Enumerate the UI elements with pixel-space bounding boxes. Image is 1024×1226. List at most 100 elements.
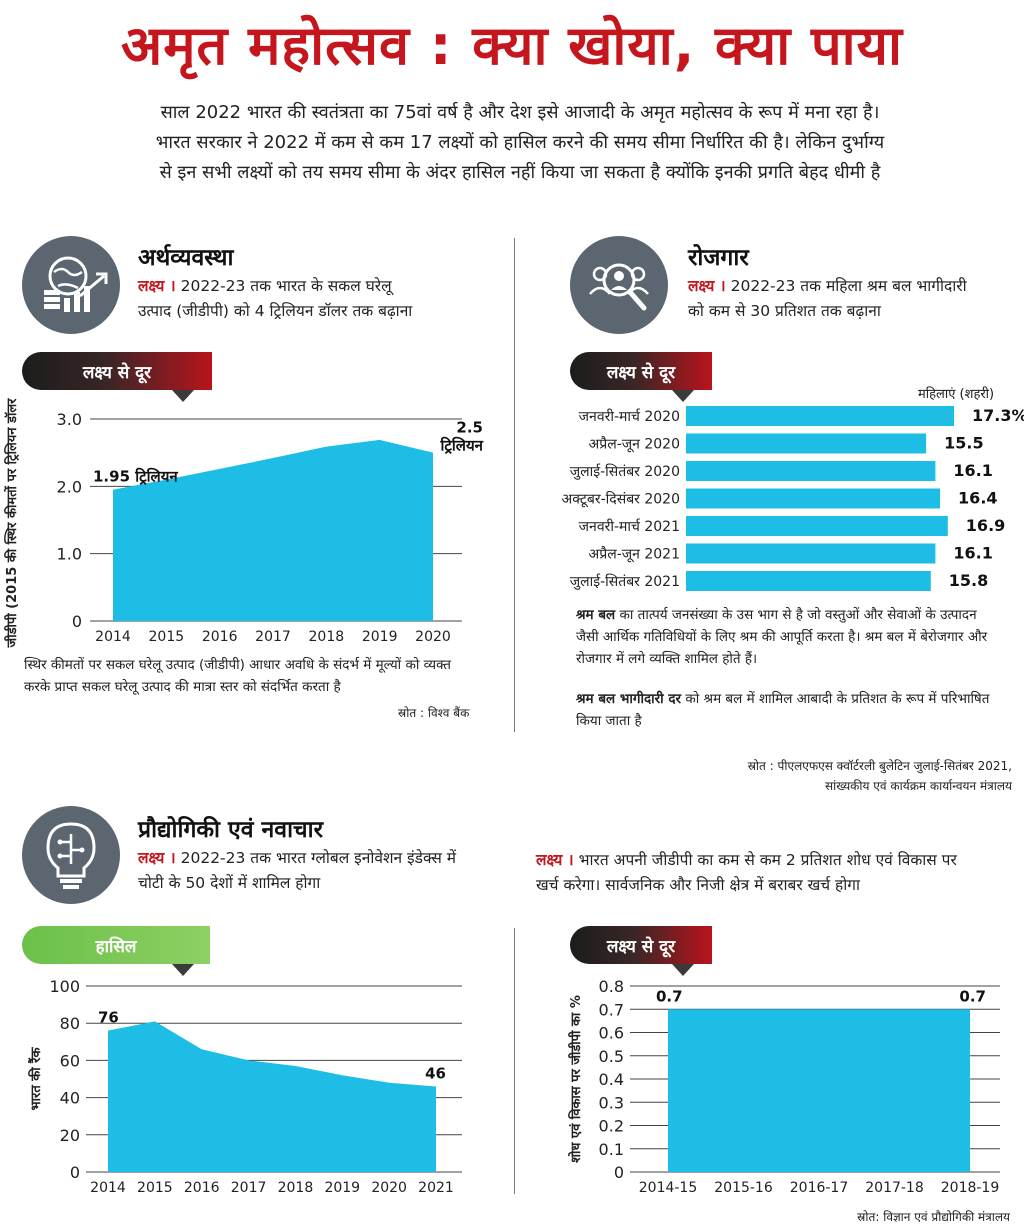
employment-legend: महिलाएं (शहरी) <box>918 387 995 402</box>
labour-value-label: 17.3% <box>972 406 1024 425</box>
rnd-ytick-label: 0.3 <box>599 1093 624 1112</box>
gdp-xtick-label: 2015 <box>149 629 185 645</box>
labour-bar <box>686 406 954 426</box>
rnd-ylabel: शोध एवं विकास पर जीडीपी का % <box>568 995 584 1163</box>
economy-title: अर्थव्यवस्था <box>138 245 234 271</box>
employment-goal-text-2: को कम से 30 प्रतिशत तक बढ़ाना <box>688 302 881 320</box>
gdp-data-label: 1.95 ट्रिलियन <box>93 468 178 486</box>
tech-goal-text-2: चोटी के 50 देशों में शामिल होगा <box>138 874 321 892</box>
employment-note-1c: रोजगार में लगे व्यक्ति शामिल होते हैं। <box>576 651 758 667</box>
bulb-circuit-icon <box>22 806 120 904</box>
intro-line-2: भारत सरकार ने 2022 में कम से कम 17 लक्ष्… <box>155 132 885 153</box>
intro-text: साल 2022 भारत की स्वतंत्रता का 75वां वर्… <box>70 98 970 188</box>
gii-ytick-label: 80 <box>60 1014 80 1033</box>
gdp-area-chart: 0 1.0 2.0 3.0 2014 2015 2016 2017 2018 2019 2020 जी… <box>4 398 484 648</box>
gii-xtick-label: 2019 <box>324 1180 360 1196</box>
labour-bar <box>686 516 948 536</box>
intro-line-3: से इन सभी लक्ष्यों को तय समय सीमा के अंद… <box>159 162 881 183</box>
labour-bar-chart: जनवरी-मार्च 2020 17.3% अप्रैल-जून 2020 15.5… <box>562 406 1024 591</box>
employment-status-tag: लक्ष्य से दूर <box>570 352 712 390</box>
rnd-ytick-label: 0 <box>614 1163 624 1182</box>
economy-goal-label: लक्ष्य । <box>138 277 176 295</box>
economy-note: स्थिर कीमतों पर सकल घरेलू उत्पाद (जीडीपी… <box>24 654 504 698</box>
labour-bar <box>686 488 941 509</box>
labour-value-label: 16.4 <box>958 489 997 508</box>
employment-note-bold-2: श्रम बल भागीदारी दर <box>576 691 682 707</box>
gii-ytick-label: 0 <box>70 1163 80 1182</box>
rnd-xtick-label: 2016-17 <box>790 1180 849 1196</box>
employment-goal-label: लक्ष्य । <box>688 277 726 295</box>
gii-ytick-label: 20 <box>60 1126 80 1145</box>
rnd-ytick-label: 0.7 <box>599 1000 624 1019</box>
labour-category-label: जनवरी-मार्च 2020 <box>579 408 680 425</box>
labour-bar <box>686 571 931 591</box>
labour-bar <box>686 543 936 564</box>
economy-status-tag: लक्ष्य से दूर <box>22 352 212 390</box>
gdp-xtick-label: 2016 <box>202 629 238 645</box>
gdp-xtick-label: 2020 <box>415 629 451 645</box>
divider-top <box>514 238 515 732</box>
labour-value-label: 16.9 <box>966 516 1005 535</box>
rnd-data-label: 0.7 <box>959 987 986 1005</box>
gii-area <box>108 1021 436 1172</box>
employment-title: रोजगार <box>688 245 749 271</box>
labour-category-label: जुलाई-सितंबर 2021 <box>570 573 680 590</box>
rnd-xtick-label: 2015-16 <box>714 1180 773 1196</box>
tech-status-tag: हासिल <box>22 926 210 964</box>
rnd-ytick-label: 0.4 <box>599 1070 624 1089</box>
gdp-data-label: 2.5 <box>456 419 483 437</box>
labour-category-label: जुलाई-सितंबर 2020 <box>570 463 680 480</box>
rnd-xtick-label: 2018-19 <box>941 1180 1000 1196</box>
gdp-ytick-label: 2.0 <box>57 477 82 496</box>
gii-xtick-label: 2015 <box>137 1180 173 1196</box>
rnd-ytick-label: 0.5 <box>599 1047 624 1066</box>
gii-ylabel: भारत की रैंक <box>28 1047 44 1111</box>
rnd-xtick-label: 2017-18 <box>865 1180 924 1196</box>
gdp-xtick-label: 2018 <box>309 629 345 645</box>
labour-value-label: 15.8 <box>949 571 988 590</box>
labour-value-label: 16.1 <box>953 461 992 480</box>
tech-tag-pointer <box>172 964 194 976</box>
rnd-tag-pointer <box>672 964 694 976</box>
rnd-goal: लक्ष्य । भारत अपनी जीडीपी का कम से कम 2 … <box>536 848 1016 898</box>
rnd-goal-text-2: खर्च करेगा। सार्वजनिक और निजी क्षेत्र मे… <box>536 876 861 894</box>
labour-category-label: अप्रैल-जून 2021 <box>589 546 680 563</box>
labour-category-label: जनवरी-मार्च 2021 <box>579 518 680 535</box>
employment-source: स्रोत : पीएलएफएस क्वॉर्टरली बुलेटिन जुला… <box>732 756 1012 796</box>
gii-xtick-label: 2018 <box>278 1180 314 1196</box>
labour-bar <box>686 433 927 454</box>
rnd-source: स्रोत: विज्ञान एवं प्रौद्योगिकी मंत्रालय <box>857 1210 1010 1224</box>
economy-note-line-1: स्थिर कीमतों पर सकल घरेलू उत्पाद (जीडीपी… <box>24 657 451 673</box>
employment-note-bold-1: श्रम बल <box>576 607 616 623</box>
tech-goal-label: लक्ष्य । <box>138 849 176 867</box>
gii-xtick-label: 2016 <box>184 1180 220 1196</box>
employment-goal: लक्ष्य । 2022-23 तक महिला श्रम बल भागीदा… <box>688 274 1018 324</box>
employment-note: श्रम बल का तात्पर्य जनसंख्या के उस भाग स… <box>576 604 1016 732</box>
labour-value-label: 15.5 <box>944 434 983 453</box>
gdp-ylabel: जीडीपी (2015 की स्थिर कीमतों पर ट्रिलियन… <box>4 398 20 648</box>
tech-title: प्रौद्योगिकी एवं नवाचार <box>138 817 324 843</box>
rnd-ytick-label: 0.8 <box>599 977 624 996</box>
gii-xtick-label: 2014 <box>90 1180 126 1196</box>
labour-category-label: अक्टूबर-दिसंबर 2020 <box>562 491 680 508</box>
rnd-data-label: 0.7 <box>656 987 683 1005</box>
gii-xtick-label: 2021 <box>418 1180 454 1196</box>
rnd-xtick-label: 2014-15 <box>639 1180 698 1196</box>
tech-goal: लक्ष्य । 2022-23 तक भारत ग्लोबल इनोवेशन … <box>138 846 508 896</box>
employment-note-2: को श्रम बल में शामिल आबादी के प्रतिशत के… <box>681 691 990 707</box>
rnd-area <box>668 1009 970 1172</box>
gii-ytick-label: 100 <box>49 977 80 996</box>
economy-tag-pointer <box>172 390 194 402</box>
gdp-ytick-label: 0 <box>72 612 82 631</box>
gdp-xtick-label: 2017 <box>255 629 291 645</box>
labour-bar <box>686 461 936 481</box>
gdp-xtick-label: 2019 <box>362 629 398 645</box>
gii-xtick-label: 2020 <box>371 1180 407 1196</box>
divider-bottom <box>514 928 515 1194</box>
rnd-ytick-label: 0.1 <box>599 1140 624 1159</box>
economy-goal-text-2: उत्पाद (जीडीपी) को 4 ट्रिलियन डॉलर तक बढ… <box>138 302 413 320</box>
economy-note-line-2: करके प्राप्त सकल घरेलू उत्पाद की मात्रा … <box>24 679 341 695</box>
employment-note-1b: जैसी आर्थिक गतिविधियों के लिए श्रम की आप… <box>576 629 988 645</box>
gii-ytick-label: 40 <box>60 1089 80 1108</box>
gii-xtick-label: 2017 <box>231 1180 267 1196</box>
